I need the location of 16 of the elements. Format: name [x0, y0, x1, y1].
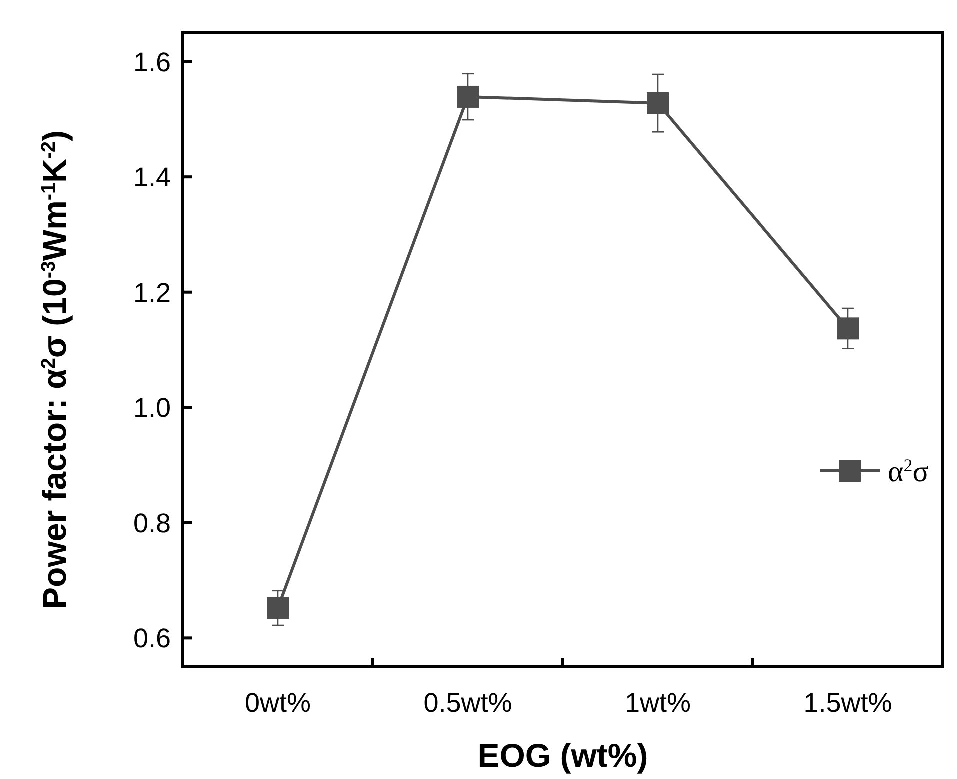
x-tick-label: 1wt%: [624, 688, 692, 718]
x-tick-label: 1.5wt%: [804, 688, 892, 718]
x-tick-label: 0wt%: [244, 688, 312, 718]
x-tick-label: 0.5wt%: [424, 688, 512, 718]
point: [457, 86, 479, 108]
y-tick-label: 0.6: [133, 624, 171, 654]
point: [267, 597, 289, 620]
point: [647, 92, 669, 114]
point: [837, 318, 859, 340]
y-tick-label: 1.2: [133, 278, 171, 308]
y-tick-label: 1.6: [133, 47, 171, 78]
x-axis-title: EOG (wt%): [478, 737, 648, 774]
y-tick-label: 1.4: [133, 162, 171, 193]
y-tick-label: 1.0: [133, 393, 171, 424]
legend-label: α$^{2}$σ: [888, 456, 929, 488]
y-tick-label: 0.8: [133, 508, 171, 538]
